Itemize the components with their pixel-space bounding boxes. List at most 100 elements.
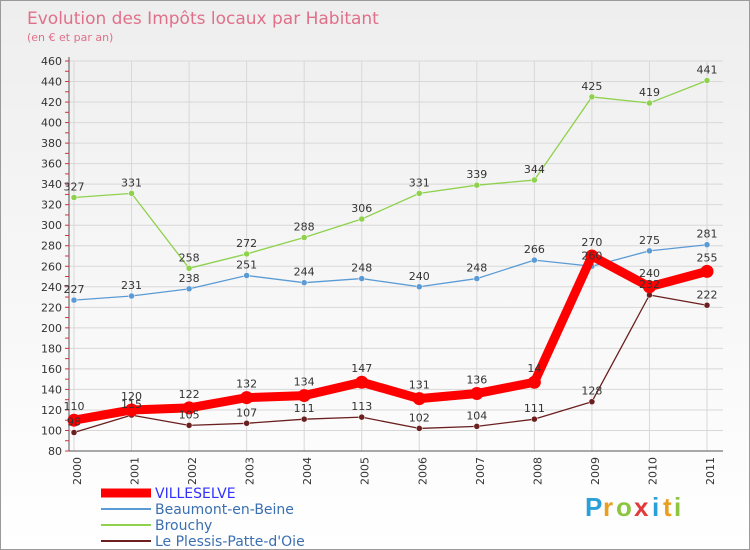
y-tick-label: 140 <box>41 383 62 396</box>
data-point <box>531 415 538 423</box>
data-label: 272 <box>236 237 257 250</box>
data-label: 331 <box>409 176 430 189</box>
y-tick-label: 260 <box>41 260 62 273</box>
x-tick-label: 2011 <box>704 457 717 485</box>
data-point <box>412 392 426 406</box>
data-point <box>585 249 599 263</box>
x-tick-label: 2005 <box>359 457 372 485</box>
data-label: 115 <box>121 398 142 411</box>
data-point <box>473 423 481 430</box>
legend-label: VILLESELVE <box>155 486 236 502</box>
data-label: 327 <box>64 181 85 194</box>
legend-label: Brouchy <box>155 518 212 534</box>
y-tick-label: 300 <box>41 219 62 232</box>
data-point <box>70 429 78 436</box>
data-point <box>646 99 653 107</box>
data-label: 238 <box>179 272 200 285</box>
logo-letter: t <box>663 492 672 522</box>
data-label: 240 <box>639 267 660 280</box>
series-line-1 <box>73 244 708 301</box>
data-label: 425 <box>581 80 602 93</box>
x-tick-label: 2002 <box>186 457 199 485</box>
y-tick-label: 200 <box>41 322 62 335</box>
data-point <box>182 401 196 415</box>
logo-letter: r <box>603 492 613 522</box>
data-label: 131 <box>409 379 430 392</box>
data-label: 270 <box>581 236 602 249</box>
data-point <box>240 391 254 405</box>
data-label: 136 <box>466 374 487 387</box>
data-label: 288 <box>294 221 315 234</box>
data-point <box>355 375 369 389</box>
data-label: 98 <box>67 416 81 429</box>
data-label: 128 <box>581 385 602 398</box>
data-point <box>531 256 538 264</box>
series-line-2 <box>73 79 708 269</box>
data-label: 419 <box>639 86 660 99</box>
series-line-0 <box>69 251 712 425</box>
data-label: 266 <box>524 243 545 256</box>
data-label: 132 <box>236 378 257 391</box>
x-tick-label: 2009 <box>589 457 602 485</box>
data-label: 441 <box>697 64 718 77</box>
data-label: 111 <box>524 402 545 415</box>
data-label: 227 <box>64 283 85 296</box>
data-label: 105 <box>179 408 200 421</box>
y-tick-label: 220 <box>41 301 62 314</box>
data-point <box>416 425 423 432</box>
data-label: 231 <box>121 279 142 292</box>
y-tick-label: 120 <box>41 404 62 417</box>
y-tick-label: 360 <box>41 158 62 171</box>
data-label: 104 <box>466 409 487 422</box>
data-point <box>588 93 596 101</box>
data-label: 251 <box>236 259 257 272</box>
legend-label: Beaumont-en-Beine <box>155 502 294 518</box>
data-point <box>70 194 78 201</box>
data-label: 339 <box>466 168 487 181</box>
x-tick-label: 2003 <box>244 457 257 485</box>
x-tick-label: 2010 <box>646 457 659 485</box>
data-point <box>185 422 193 429</box>
y-tick-label: 320 <box>41 199 62 212</box>
data-point <box>588 398 596 405</box>
chart-title: Evolution des Impôts locaux par Habitant <box>27 9 379 29</box>
data-point <box>642 280 656 294</box>
logo-letter: o <box>616 492 632 522</box>
data-point <box>300 234 308 241</box>
axes: 80 100 120 140 160 180 200 220 240 260 280 300 320 34… <box>41 55 723 485</box>
data-point <box>297 389 311 403</box>
logo-letter: P <box>585 492 602 522</box>
data-point <box>243 272 250 279</box>
logo-letter: x <box>634 492 649 522</box>
data-point <box>703 302 711 309</box>
y-tick-label: 160 <box>41 363 62 376</box>
data-point <box>300 279 308 286</box>
y-tick-label: 180 <box>41 342 62 355</box>
legend-label: Le Plessis-Patte-d'Oie <box>155 534 305 550</box>
data-label: 113 <box>351 400 372 413</box>
data-point <box>185 265 193 272</box>
y-tick-label: 420 <box>41 96 62 109</box>
data-point <box>128 190 135 197</box>
y-tick-label: 460 <box>41 55 62 68</box>
y-tick-label: 440 <box>41 76 62 89</box>
x-tick-label: 2008 <box>531 457 544 485</box>
y-tick-label: 400 <box>41 117 62 130</box>
grid <box>69 60 723 452</box>
data-label: 102 <box>409 411 430 424</box>
data-point <box>300 415 308 423</box>
data-point <box>527 375 541 389</box>
logo-letter: i <box>652 492 659 522</box>
logo-letter: i <box>674 492 681 522</box>
data-point <box>473 275 481 282</box>
data-label: 281 <box>697 228 718 241</box>
data-label: 275 <box>639 234 660 247</box>
data-point <box>473 181 481 189</box>
y-tick-label: 280 <box>41 240 62 253</box>
data-point <box>185 285 193 293</box>
data-point <box>128 292 135 300</box>
y-tick-label: 380 <box>41 137 62 150</box>
series-line-3 <box>73 294 708 434</box>
